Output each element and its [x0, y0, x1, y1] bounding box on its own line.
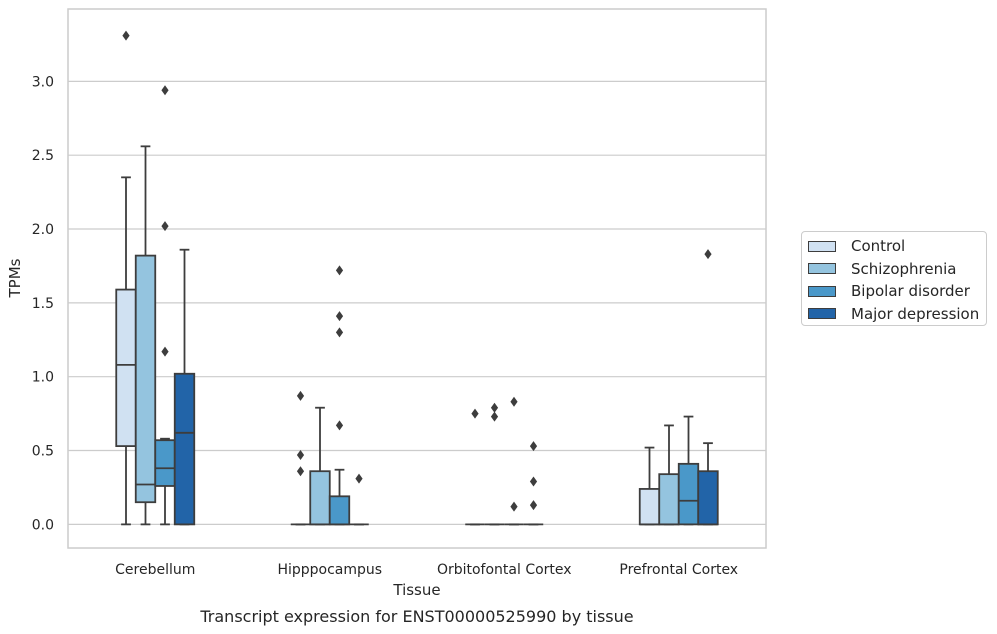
box-2-2	[504, 396, 524, 526]
box-0-1	[290, 390, 311, 526]
outlier-point	[296, 390, 305, 401]
legend-label: Control	[851, 237, 906, 256]
outlier-point	[335, 311, 344, 322]
box-1-0	[134, 145, 157, 526]
y-tick-label: 1.0	[32, 370, 54, 386]
legend-item: Major depression	[807, 303, 986, 326]
x-tick-label: Orbitofontal Cortex	[437, 562, 572, 578]
box-0-3	[638, 446, 661, 526]
box-3-2	[523, 441, 544, 526]
outlier-point	[529, 441, 538, 452]
x-axis-label: Tissue	[392, 581, 440, 599]
box-3-3	[697, 249, 719, 526]
box-1-3	[658, 424, 680, 526]
box-body	[658, 473, 680, 526]
y-tick-label: 0.5	[32, 444, 54, 460]
y-tick-labels: 0.0 0.5 1.0 1.5 2.0 2.5 3.0	[32, 74, 54, 533]
box-3-0	[173, 248, 196, 526]
box-0-0	[115, 30, 137, 526]
box-body	[115, 288, 137, 448]
chart-legend: Control Schizophrenia Bipolar disorder Majo…	[801, 231, 987, 326]
box-body	[638, 488, 661, 526]
legend-label: Bipolar disorder	[851, 282, 970, 301]
outlier-point	[335, 327, 344, 338]
boxes-layer	[115, 30, 719, 526]
legend-item: Bipolar disorder	[807, 280, 986, 303]
box-body	[154, 439, 176, 487]
outlier-point	[296, 449, 305, 460]
box-0-2	[465, 408, 485, 526]
outlier-point	[355, 473, 363, 484]
box-2-3	[677, 415, 700, 526]
outlier-point	[529, 500, 538, 511]
box-body	[677, 462, 700, 526]
outlier-point	[490, 402, 499, 413]
y-axis-label: TPMs	[6, 258, 24, 298]
outlier-point	[510, 501, 518, 512]
y-tick-label: 2.5	[32, 148, 54, 164]
x-tick-label: Cerebellum	[115, 562, 195, 578]
y-tick-label: 2.0	[32, 222, 54, 238]
legend-swatch	[808, 263, 836, 275]
box-2-0	[154, 85, 176, 526]
legend-label: Major depression	[851, 304, 980, 323]
outlier-point	[490, 411, 499, 422]
legend-item: Control	[807, 235, 986, 258]
box-body	[134, 254, 157, 504]
box-2-1	[328, 265, 351, 526]
outlier-point	[296, 466, 305, 477]
y-tick-label: 1.5	[32, 296, 54, 312]
plot-area-frame	[67, 8, 767, 549]
box-1-2	[484, 402, 505, 526]
outlier-point	[510, 396, 518, 407]
legend-swatch	[808, 285, 836, 297]
y-tick-label: 3.0	[32, 74, 54, 90]
box-body	[697, 470, 719, 526]
x-tick-label: Hipppocampus	[277, 562, 382, 578]
box-1-1	[309, 406, 331, 526]
outlier-point	[161, 221, 169, 232]
chart-title: Transcript expression for ENST0000052599…	[199, 607, 633, 626]
outlier-point	[335, 420, 344, 431]
x-tick-labels: Cerebellum Hipppocampus Orbitofontal Corte…	[115, 562, 738, 578]
outlier-point	[122, 30, 130, 41]
box-body	[328, 495, 351, 526]
legend-swatch	[808, 308, 836, 320]
legend-swatch	[808, 240, 836, 252]
outlier-point	[335, 265, 344, 276]
box-body	[309, 470, 331, 526]
outlier-point	[161, 346, 169, 357]
y-tick-label: 0.0	[32, 517, 54, 533]
legend-label: Schizophrenia	[851, 259, 957, 278]
box-3-1	[349, 473, 369, 526]
outlier-point	[704, 249, 712, 260]
outlier-point	[471, 408, 479, 419]
legend-item: Schizophrenia	[807, 258, 986, 281]
outlier-point	[529, 476, 538, 487]
box-body	[173, 372, 196, 526]
outlier-point	[161, 85, 169, 96]
x-tick-label: Prefrontal Cortex	[619, 562, 738, 578]
